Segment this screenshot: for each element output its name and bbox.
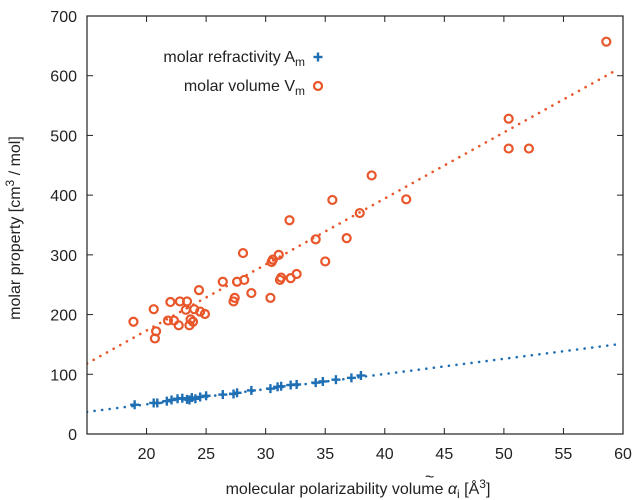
data-point-refractivity (246, 385, 256, 395)
data-point-refractivity (276, 381, 286, 391)
plot-frame (86, 15, 624, 435)
data-point-volume (354, 207, 365, 219)
data-point-volume (229, 292, 240, 303)
data-point-volume (273, 249, 284, 260)
data-point-refractivity (190, 394, 200, 404)
data-point-volume (291, 268, 302, 280)
data-point-refractivity (331, 375, 341, 385)
data-point-volume (284, 215, 295, 226)
data-markers (128, 36, 612, 410)
y-tick-label: 100 (50, 367, 77, 384)
legend-circle-marker (312, 80, 324, 92)
data-point-volume (199, 308, 211, 320)
data-point-refractivity (201, 391, 211, 401)
data-point-volume (246, 287, 257, 299)
data-point-volume (162, 315, 174, 326)
x-tick-label: 60 (614, 446, 632, 463)
x-axis-label: molecular polarizability volume αi [Å3] (226, 477, 491, 500)
data-point-volume (239, 274, 250, 286)
y-tick-label: 0 (68, 427, 77, 444)
data-point-refractivity (232, 388, 242, 398)
data-point-refractivity (130, 400, 140, 410)
y-tick-label: 700 (50, 9, 77, 26)
data-point-volume (503, 143, 514, 154)
x-tick-label: 20 (138, 446, 156, 463)
data-point-refractivity (152, 398, 162, 408)
data-point-refractivity (318, 376, 328, 386)
x-tick-label: 50 (495, 446, 513, 463)
x-tick-label: 25 (197, 446, 215, 463)
data-point-volume (128, 316, 139, 327)
y-axis-label: molar property [cm3 / mol] (3, 136, 24, 320)
data-point-refractivity (356, 370, 366, 380)
fit-lines (87, 68, 619, 414)
data-point-volume (237, 247, 249, 259)
y-tick-label: 300 (50, 248, 77, 265)
data-point-volume (180, 304, 191, 315)
data-point-volume (341, 233, 352, 244)
data-point-refractivity (292, 379, 302, 389)
legend-marker-volume (312, 80, 324, 92)
data-point-volume (601, 36, 612, 47)
x-tick-label: 45 (435, 446, 453, 463)
data-point-volume (185, 314, 196, 325)
data-point-volume (503, 113, 514, 124)
data-point-volume (267, 254, 278, 265)
data-point-volume (523, 143, 535, 154)
data-point-volume (327, 194, 338, 206)
x-tick-label: 55 (555, 446, 573, 463)
legend-marker-refractivity (313, 52, 323, 62)
y-tick-label: 400 (50, 188, 77, 205)
x-tick-label: 30 (257, 446, 275, 463)
data-point-volume (148, 304, 159, 315)
y-axis-ticks: 0 100 200 300 400 500 600 700 (50, 9, 623, 444)
legend-label-volume: molar volume Vm (184, 78, 305, 98)
y-tick-label: 500 (50, 128, 77, 145)
data-point-volume (173, 320, 184, 331)
fit-line-volume (87, 68, 619, 365)
data-point-volume (217, 276, 228, 287)
legend-plus-marker (313, 52, 323, 62)
x-axis-ticks: 20 25 30 35 40 45 50 55 60 (138, 16, 632, 463)
legend-label-refractivity: molar refractivity Am (163, 49, 305, 69)
data-point-refractivity (218, 390, 228, 400)
data-point-volume (265, 292, 276, 303)
data-point-refractivity (346, 373, 356, 383)
data-point-volume (366, 170, 377, 181)
data-point-volume (165, 296, 176, 308)
x-tick-label: 40 (376, 446, 394, 463)
y-tick-label: 600 (50, 69, 77, 86)
data-point-volume (187, 316, 199, 327)
data-point-volume (193, 284, 205, 296)
data-point-refractivity (265, 384, 275, 394)
data-point-volume (401, 194, 412, 205)
y-tick-label: 200 (50, 308, 77, 325)
data-point-volume (320, 256, 331, 267)
data-point-volume (181, 296, 193, 307)
legend: molar refractivity Am molar volume Vm (163, 49, 324, 98)
data-point-volume (310, 234, 321, 245)
x-axis-label-tilde: ~ (425, 469, 434, 486)
data-point-volume (276, 272, 287, 283)
x-tick-label: 35 (316, 446, 334, 463)
data-point-volume (150, 326, 162, 337)
